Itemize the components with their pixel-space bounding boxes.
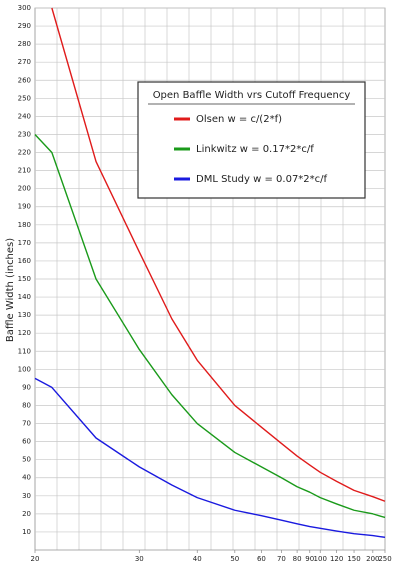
- legend-label: Linkwitz w = 0.17*2*c/f: [196, 144, 314, 155]
- legend-label: DML Study w = 0.07*2*c/f: [196, 174, 328, 185]
- legend-title: Open Baffle Width vrs Cutoff Frequency: [153, 90, 351, 101]
- x-tick-label: 30: [135, 555, 144, 563]
- y-tick-label: 50: [22, 456, 31, 464]
- y-tick-label: 240: [18, 112, 31, 120]
- y-tick-label: 210: [18, 167, 31, 175]
- y-tick-label: 80: [22, 401, 31, 409]
- series-line: [34, 377, 386, 539]
- x-tick-label: 20: [31, 555, 40, 563]
- y-tick-label: 160: [18, 257, 31, 265]
- y-tick-label: 230: [18, 130, 31, 138]
- y-tick-label: 170: [18, 239, 31, 247]
- y-tick-label: 220: [18, 149, 31, 157]
- x-tick-label: 80: [293, 555, 302, 563]
- y-tick-label: 200: [18, 185, 31, 193]
- x-tick-label: 90: [305, 555, 314, 563]
- plot: [34, 7, 386, 539]
- x-tick-label: 70: [277, 555, 286, 563]
- y-tick-label: 100: [18, 365, 31, 373]
- y-tick-label: 300: [18, 4, 31, 12]
- x-tick-label: 100: [314, 555, 327, 563]
- y-tick-label: 20: [22, 510, 31, 518]
- y-tick-label: 70: [22, 420, 31, 428]
- x-tick-label: 60: [257, 555, 266, 563]
- x-tick-label: 200: [366, 555, 379, 563]
- x-tick-label: 40: [193, 555, 202, 563]
- legend-label: Olsen w = c/(2*f): [196, 114, 282, 125]
- y-tick-label: 40: [22, 474, 31, 482]
- y-tick-label: 30: [22, 492, 31, 500]
- series-line: [34, 133, 386, 519]
- x-tick-label: 120: [330, 555, 343, 563]
- y-tick-label: 90: [22, 383, 31, 391]
- y-tick-label: 150: [18, 275, 31, 283]
- y-tick-label: 260: [18, 76, 31, 84]
- y-tick-label: 130: [18, 311, 31, 319]
- series-line: [51, 7, 386, 502]
- y-tick-label: 280: [18, 40, 31, 48]
- y-tick-label: 10: [22, 528, 31, 536]
- x-tick-label: 150: [347, 555, 360, 563]
- y-tick-label: 290: [18, 22, 31, 30]
- y-tick-label: 180: [18, 221, 31, 229]
- y-tick-label: 190: [18, 203, 31, 211]
- legend: Open Baffle Width vrs Cutoff Frequency Ol…: [137, 81, 366, 199]
- y-axis-label: Baffle Width (inches): [5, 238, 16, 342]
- y-tick-label: 250: [18, 94, 31, 102]
- y-tick-label: 140: [18, 293, 31, 301]
- y-tick-label: 60: [22, 438, 31, 446]
- x-tick-label: 250: [378, 555, 391, 563]
- y-tick-label: 120: [18, 329, 31, 337]
- y-tick-label: 110: [18, 347, 31, 355]
- x-tick-label: 50: [230, 555, 239, 563]
- y-tick-label: 270: [18, 58, 31, 66]
